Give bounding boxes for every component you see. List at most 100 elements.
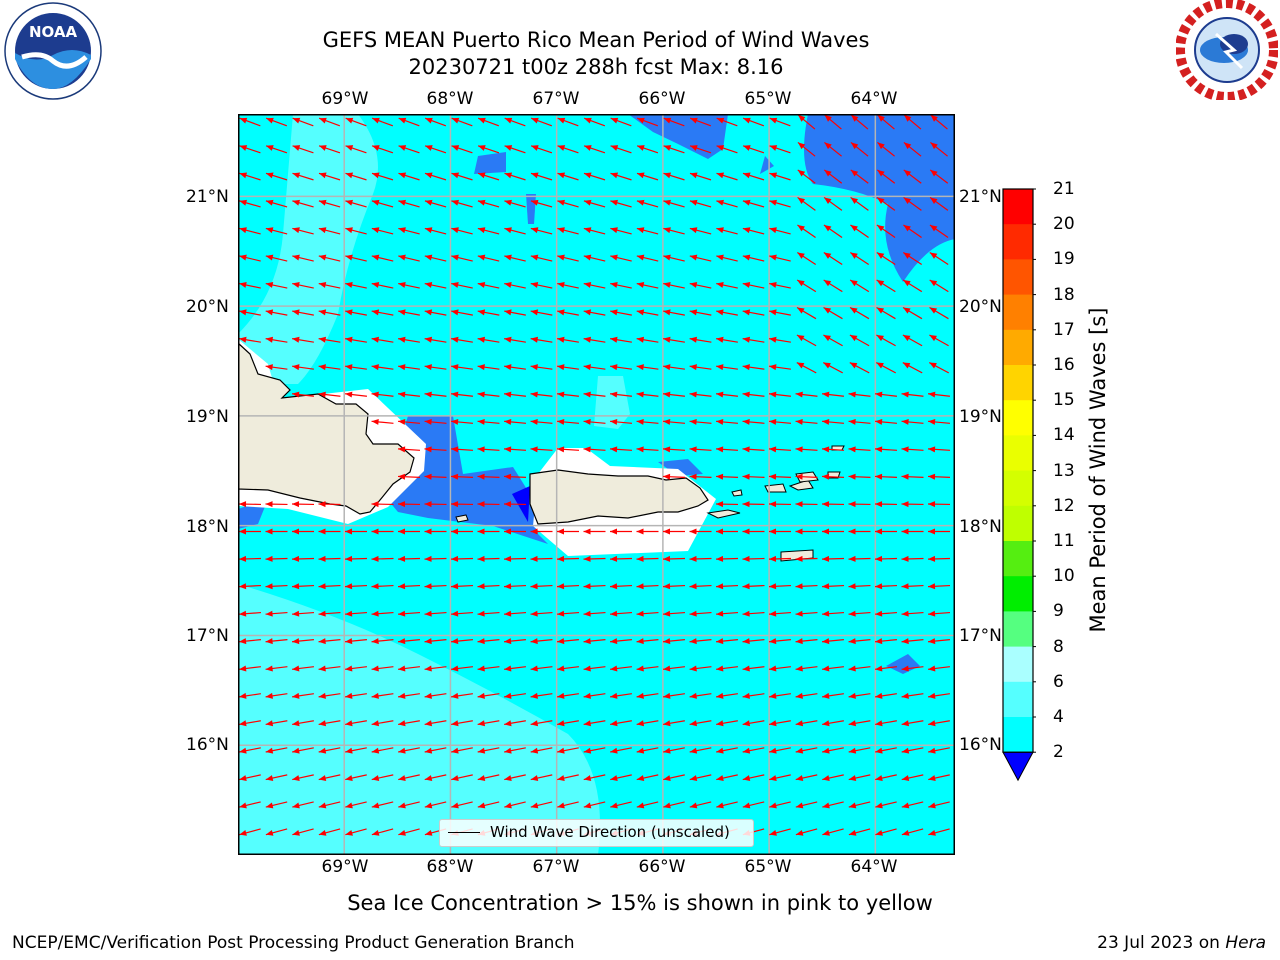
wind-wave-arrow: [345, 801, 367, 809]
wind-wave-arrow: [901, 583, 924, 590]
wind-wave-arrow: [450, 501, 474, 508]
wind-wave-arrow: [927, 473, 951, 480]
wind-wave-arrow: [663, 254, 685, 262]
wind-wave-arrow: [530, 254, 553, 262]
wind-wave-arrow: [849, 334, 870, 347]
wind-wave-arrow: [318, 610, 341, 617]
wind-wave-arrow: [318, 665, 341, 672]
wind-wave-arrow: [848, 501, 871, 508]
wind-wave-arrow: [848, 801, 871, 809]
wind-wave-arrow: [477, 199, 500, 208]
wind-wave-arrow: [265, 610, 288, 617]
colorbar-label: 9: [1053, 601, 1064, 622]
wind-wave-arrow: [927, 501, 951, 508]
wind-wave-arrow: [530, 364, 553, 371]
wind-wave-arrow: [636, 336, 659, 343]
wind-wave-arrow: [371, 391, 394, 398]
wind-wave-arrow: [715, 501, 739, 508]
colorbar-label: 15: [1053, 390, 1075, 411]
wind-wave-arrow: [821, 555, 845, 562]
wind-wave-arrow: [716, 364, 738, 371]
wind-wave-arrow: [424, 501, 447, 508]
wind-wave-arrow: [689, 528, 712, 535]
wind-wave-arrow: [504, 747, 526, 754]
wind-wave-arrow: [450, 528, 474, 535]
colorbar-label: 2: [1053, 742, 1064, 763]
wind-wave-arrow: [557, 227, 579, 235]
wind-wave-arrow: [663, 172, 685, 181]
wind-wave-arrow: [689, 282, 712, 289]
wind-wave-arrow: [610, 665, 632, 672]
colorbar-label: 17: [1053, 319, 1075, 340]
wind-wave-arrow: [663, 747, 685, 754]
wind-wave-arrow: [901, 720, 924, 727]
wind-wave-arrow: [742, 610, 765, 617]
wind-wave-arrow: [742, 692, 765, 699]
wind-wave-arrow: [849, 306, 870, 320]
wind-wave-arrow: [689, 801, 712, 809]
wind-wave-arrow: [504, 774, 526, 781]
wind-wave-arrow: [318, 117, 341, 127]
wind-wave-arrow: [265, 172, 288, 181]
wind-wave-arrow: [636, 801, 659, 809]
wind-wave-arrow: [371, 282, 394, 289]
wind-wave-arrow: [318, 747, 341, 754]
wind-wave-arrow: [265, 309, 288, 316]
wind-wave-arrow: [689, 665, 712, 672]
wind-wave-arrow: [397, 446, 421, 453]
wind-wave-arrow: [689, 555, 712, 562]
wind-wave-arrow: [609, 446, 633, 453]
wind-wave-arrow: [742, 309, 765, 316]
wind-wave-arrow: [318, 145, 341, 154]
legend-label: Wind Wave Direction (unscaled): [490, 823, 730, 841]
wind-wave-arrow: [848, 583, 871, 590]
wind-wave-arrow: [795, 418, 818, 425]
lat-tick-left: 18°N: [186, 517, 229, 537]
wind-wave-arrow: [636, 391, 659, 398]
wind-wave-arrow: [239, 665, 261, 672]
wind-wave-arrow: [291, 583, 315, 590]
wind-wave-arrow: [928, 665, 950, 672]
lon-tick-bottom: 65°W: [744, 857, 792, 877]
wind-wave-arrow: [610, 720, 632, 727]
short-period-region: [658, 459, 703, 476]
wind-wave-arrow: [822, 665, 844, 672]
lat-tick-right: 21°N: [959, 187, 1002, 207]
wind-wave-arrow: [450, 555, 474, 562]
wind-wave-arrow: [795, 692, 818, 699]
wind-wave-arrow: [318, 254, 341, 262]
colorbar-segment: [1003, 435, 1033, 472]
wind-wave-arrow: [398, 199, 420, 208]
wind-wave-arrow: [239, 720, 261, 727]
wind-wave-arrow: [663, 336, 685, 343]
wind-wave-arrow: [583, 801, 606, 809]
wind-wave-arrow: [291, 528, 315, 535]
wind-wave-arrow: [345, 720, 367, 727]
wind-wave-arrow: [848, 418, 871, 425]
wind-wave-arrow: [530, 665, 553, 672]
lat-tick-right: 17°N: [959, 626, 1002, 646]
wind-wave-arrow: [451, 309, 473, 316]
wind-wave-arrow: [477, 282, 500, 289]
wind-wave-arrow: [292, 117, 314, 127]
wind-wave-arrow: [822, 774, 844, 781]
wind-wave-arrow: [371, 555, 394, 562]
wind-wave-arrow: [610, 172, 632, 181]
wind-wave-arrow: [424, 199, 447, 208]
wind-wave-arrow: [292, 336, 314, 343]
wind-wave-arrow: [292, 665, 314, 672]
wind-wave-arrow: [450, 418, 474, 425]
wind-wave-arrow: [557, 665, 579, 672]
wind-wave-arrow: [530, 638, 553, 645]
wind-wave-arrow: [265, 583, 288, 590]
wind-wave-arrow: [689, 692, 712, 699]
wind-wave-arrow: [292, 254, 314, 262]
wind-wave-arrow: [504, 172, 526, 181]
lon-tick-top: 66°W: [638, 89, 686, 109]
wind-wave-arrow: [797, 196, 816, 211]
wind-wave-arrow: [265, 254, 288, 262]
wind-wave-arrow: [398, 145, 420, 154]
wind-wave-arrow: [716, 227, 738, 235]
wind-wave-arrow: [901, 446, 924, 453]
wind-wave-arrow: [557, 336, 579, 343]
